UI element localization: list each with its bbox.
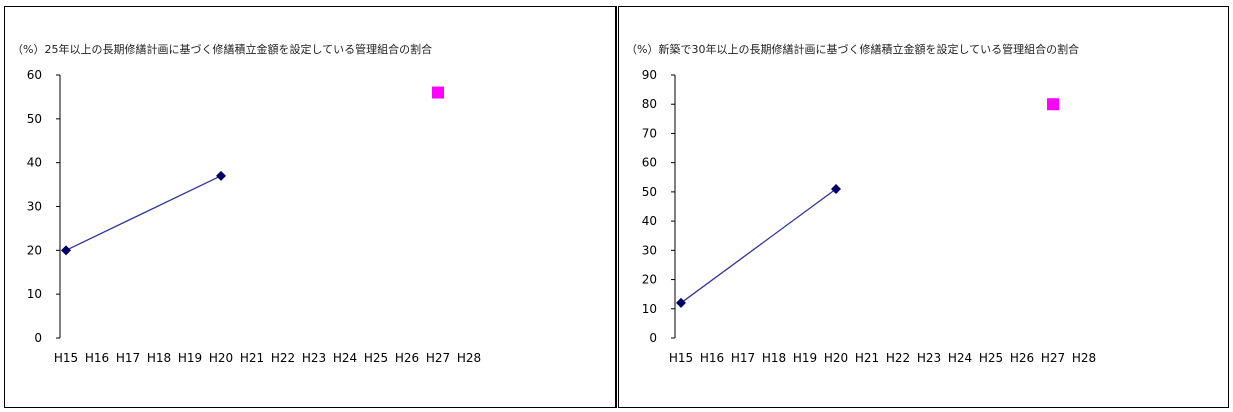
x-tick-label: H19 xyxy=(178,351,202,365)
y-tick-label: 20 xyxy=(642,273,657,287)
y-tick-label: 40 xyxy=(27,156,42,170)
x-tick-label: H18 xyxy=(762,351,786,365)
data-point-diamond xyxy=(216,170,226,181)
y-tick-label: 30 xyxy=(642,243,657,257)
x-tick-label: H28 xyxy=(1072,351,1096,365)
x-tick-label: H26 xyxy=(1010,351,1034,365)
y-tick-label: 0 xyxy=(649,331,657,345)
y-tick-label: 20 xyxy=(27,243,42,257)
y-tick-label: 50 xyxy=(642,185,657,199)
series-line xyxy=(680,188,837,304)
y-tick-label: 40 xyxy=(642,214,657,228)
y-tick-label: 70 xyxy=(642,126,657,140)
data-point-square xyxy=(432,86,444,99)
chart-panel-right: （%）新築で30年以上の長期修繕計画に基づく修繕積立金額を設定している管理組合の… xyxy=(618,6,1229,408)
series-line xyxy=(65,175,222,251)
y-tick-label: 60 xyxy=(27,68,42,82)
x-tick-label: H28 xyxy=(457,351,481,365)
x-tick-label: H21 xyxy=(855,351,879,365)
x-tick-label: H19 xyxy=(793,351,817,365)
y-tick-label: 60 xyxy=(642,156,657,170)
chart-right-svg: （%）新築で30年以上の長期修繕計画に基づく修繕積立金額を設定している管理組合の… xyxy=(626,42,1096,365)
x-tick-label: H27 xyxy=(1041,351,1065,365)
chart-left-svg: （%）25年以上の長期修繕計画に基づく修繕積立金額を設定している管理組合の割合 0… xyxy=(12,42,481,365)
x-tick-label: H25 xyxy=(364,351,388,365)
y-tick-label: 0 xyxy=(34,331,42,345)
y-tick-label: 50 xyxy=(27,112,42,126)
x-tick-label: H23 xyxy=(917,351,941,365)
x-tick-label: H23 xyxy=(302,351,326,365)
y-tick-label: 30 xyxy=(27,200,42,214)
x-tick-label: H22 xyxy=(886,351,910,365)
chart-title: （%）新築で30年以上の長期修繕計画に基づく修繕積立金額を設定している管理組合の… xyxy=(626,42,1079,56)
data-point-diamond xyxy=(831,183,841,194)
x-tick-label: H17 xyxy=(116,351,140,365)
y-tick-label: 10 xyxy=(642,302,657,316)
x-tick-label: H20 xyxy=(824,351,848,365)
y-tick-label: 90 xyxy=(642,68,657,82)
data-point-diamond xyxy=(676,297,686,308)
x-tick-label: H17 xyxy=(731,351,755,365)
x-tick-label: H20 xyxy=(209,351,233,365)
x-tick-label: H25 xyxy=(979,351,1003,365)
x-tick-label: H24 xyxy=(333,351,357,365)
y-tick-label: 80 xyxy=(642,97,657,111)
x-tick-label: H22 xyxy=(271,351,295,365)
chart-title: （%）25年以上の長期修繕計画に基づく修繕積立金額を設定している管理組合の割合 xyxy=(12,42,432,56)
x-tick-label: H27 xyxy=(426,351,450,365)
x-tick-label: H16 xyxy=(700,351,724,365)
x-tick-label: H15 xyxy=(669,351,693,365)
data-point-diamond xyxy=(61,245,71,256)
x-tick-label: H21 xyxy=(240,351,264,365)
x-tick-label: H15 xyxy=(54,351,78,365)
x-tick-label: H26 xyxy=(395,351,419,365)
data-point-square xyxy=(1047,98,1059,111)
x-tick-label: H24 xyxy=(948,351,972,365)
chart-panel-left: （%）25年以上の長期修繕計画に基づく修繕積立金額を設定している管理組合の割合 0… xyxy=(4,6,617,408)
x-tick-label: H16 xyxy=(85,351,109,365)
x-tick-label: H18 xyxy=(147,351,171,365)
y-tick-label: 10 xyxy=(27,287,42,301)
